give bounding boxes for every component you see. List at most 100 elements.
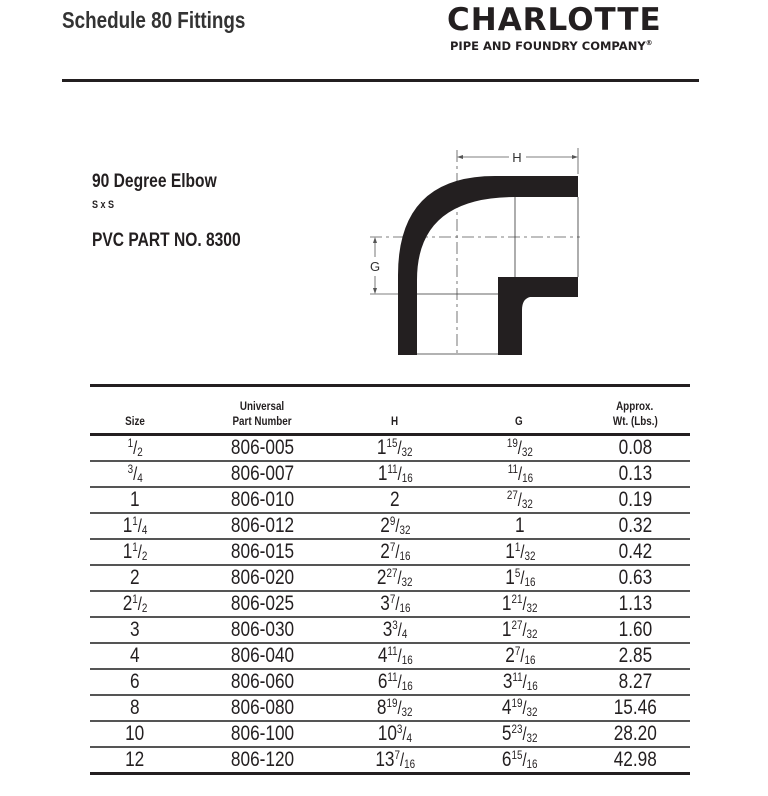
cell-weight: 1.60 <box>595 618 675 642</box>
fraction-slash: / <box>397 672 402 692</box>
cell-part-number: 806-012 <box>210 514 315 538</box>
elbow-inner-wall <box>498 277 578 355</box>
denominator: 4 <box>406 731 413 745</box>
fraction-slash: / <box>522 594 527 614</box>
numerator: 11 <box>512 670 523 684</box>
denominator: 16 <box>524 653 536 667</box>
fraction-slash: / <box>522 724 527 744</box>
whole-part: 4 <box>502 696 512 719</box>
whole-part: 4 <box>377 644 388 667</box>
denominator: 32 <box>526 731 538 745</box>
table-row: 1/2 806-005 115/32 19/32 0.08 <box>90 436 690 462</box>
cell-size: 1 <box>110 488 160 512</box>
fraction-slash: / <box>522 620 527 640</box>
cell-weight: 0.19 <box>595 488 675 512</box>
arrowhead-icon <box>572 155 578 159</box>
table-body: 1/2 806-005 115/32 19/32 0.08 3/4 806-007 111/1… <box>90 436 690 775</box>
numerator: 1 <box>132 592 138 606</box>
denominator: 16 <box>399 601 411 615</box>
cell-g: 11/16 <box>470 462 570 486</box>
numerator: 1 <box>514 540 520 554</box>
cell-weight: 2.85 <box>595 644 675 668</box>
whole-part: 6 <box>130 670 140 693</box>
cell-size: 6 <box>110 670 160 694</box>
header-weight-line2: Wt. (Lbs.) <box>612 414 658 428</box>
whole-part: 2 <box>130 566 140 589</box>
denominator: 32 <box>526 601 538 615</box>
cell-h: 819/32 <box>345 696 445 720</box>
cell-h: 29/32 <box>345 514 445 538</box>
fraction-slash: / <box>399 750 404 770</box>
arrowhead-icon <box>457 155 463 159</box>
cell-part-number: 806-015 <box>210 540 315 564</box>
whole-part: 2 <box>504 644 515 667</box>
table-row: 4 806-040 411/16 27/16 2.85 <box>90 644 690 670</box>
dimension-label-h: H <box>512 150 521 165</box>
cell-part-number: 806-025 <box>210 592 315 616</box>
header-part-number: Universal Part Number <box>210 399 315 429</box>
product-connection: S x S <box>92 199 119 212</box>
fraction-slash: / <box>132 438 138 458</box>
cell-part-number: 806-120 <box>210 748 315 772</box>
arrowhead-icon <box>373 237 377 243</box>
numerator: 11 <box>387 670 398 684</box>
whole-part: 8 <box>130 696 140 719</box>
table-row: 3/4 806-007 111/16 11/16 0.13 <box>90 462 690 488</box>
cell-size: 12 <box>110 748 160 772</box>
numerator: 19 <box>511 696 523 710</box>
cell-weight: 8.27 <box>595 670 675 694</box>
part-number-text: 806-020 <box>230 566 295 589</box>
header-divider <box>62 79 699 82</box>
cell-g: 419/32 <box>470 696 570 720</box>
whole-part: 1 <box>504 540 515 563</box>
cell-part-number: 806-007 <box>210 462 315 486</box>
weight-text: 1.60 <box>618 618 652 641</box>
part-number-text: 806-060 <box>230 670 295 693</box>
cell-size: 11/2 <box>110 540 160 564</box>
cell-size: 2 <box>110 566 160 590</box>
whole-part: 3 <box>502 670 513 693</box>
whole-part: 1 <box>122 514 133 537</box>
table-row: 10 806-100 103/4 523/32 28.20 <box>90 722 690 748</box>
header-part-line1: Universal <box>240 399 285 413</box>
cell-h: 227/32 <box>345 566 445 590</box>
whole-part: 1 <box>504 566 515 589</box>
fraction-slash: / <box>397 698 402 718</box>
fraction-slash: / <box>522 698 527 718</box>
numerator: 7 <box>514 644 520 658</box>
numerator: 1 <box>132 514 138 528</box>
cell-g: 15/16 <box>470 566 570 590</box>
table-row: 8 806-080 819/32 419/32 15.46 <box>90 696 690 722</box>
numerator: 15 <box>511 748 523 762</box>
cell-part-number: 806-020 <box>210 566 315 590</box>
fraction-slash: / <box>520 568 525 588</box>
whole-part: 13 <box>375 748 395 771</box>
dimensions-table: Size Universal Part Number H G Approx. Wt.… <box>90 384 690 775</box>
table-row: 21/2 806-025 37/16 121/32 1.13 <box>90 592 690 618</box>
part-number-text: 806-080 <box>230 696 295 719</box>
part-number-text: 806-010 <box>230 488 295 511</box>
cell-size: 1/2 <box>110 436 160 460</box>
part-number-text: 806-100 <box>230 722 295 745</box>
denominator: 16 <box>401 679 413 693</box>
numerator: 11 <box>387 644 398 658</box>
denominator: 32 <box>401 445 413 459</box>
numerator: 19 <box>506 436 518 450</box>
cell-weight: 15.46 <box>595 696 675 720</box>
fraction-slash: / <box>397 646 402 666</box>
cell-g: 27/16 <box>470 644 570 668</box>
part-number-text: 806-040 <box>230 644 295 667</box>
header-part-line2: Part Number <box>232 414 293 428</box>
numerator: 27 <box>506 488 518 502</box>
fraction-slash: / <box>520 646 525 666</box>
cell-h: 27/16 <box>345 540 445 564</box>
cell-g: 1 <box>470 514 570 538</box>
cell-h: 111/16 <box>345 462 445 486</box>
company-logo-subtitle: PIPE AND FOUNDRY COMPANY® <box>450 40 653 53</box>
whole-part: 1 <box>377 462 388 485</box>
whole-part: 1 <box>502 618 512 641</box>
weight-text: 1.13 <box>618 592 652 615</box>
cell-size: 11/4 <box>110 514 160 538</box>
fraction-slash: / <box>397 620 402 640</box>
fraction-slash: / <box>137 516 142 536</box>
